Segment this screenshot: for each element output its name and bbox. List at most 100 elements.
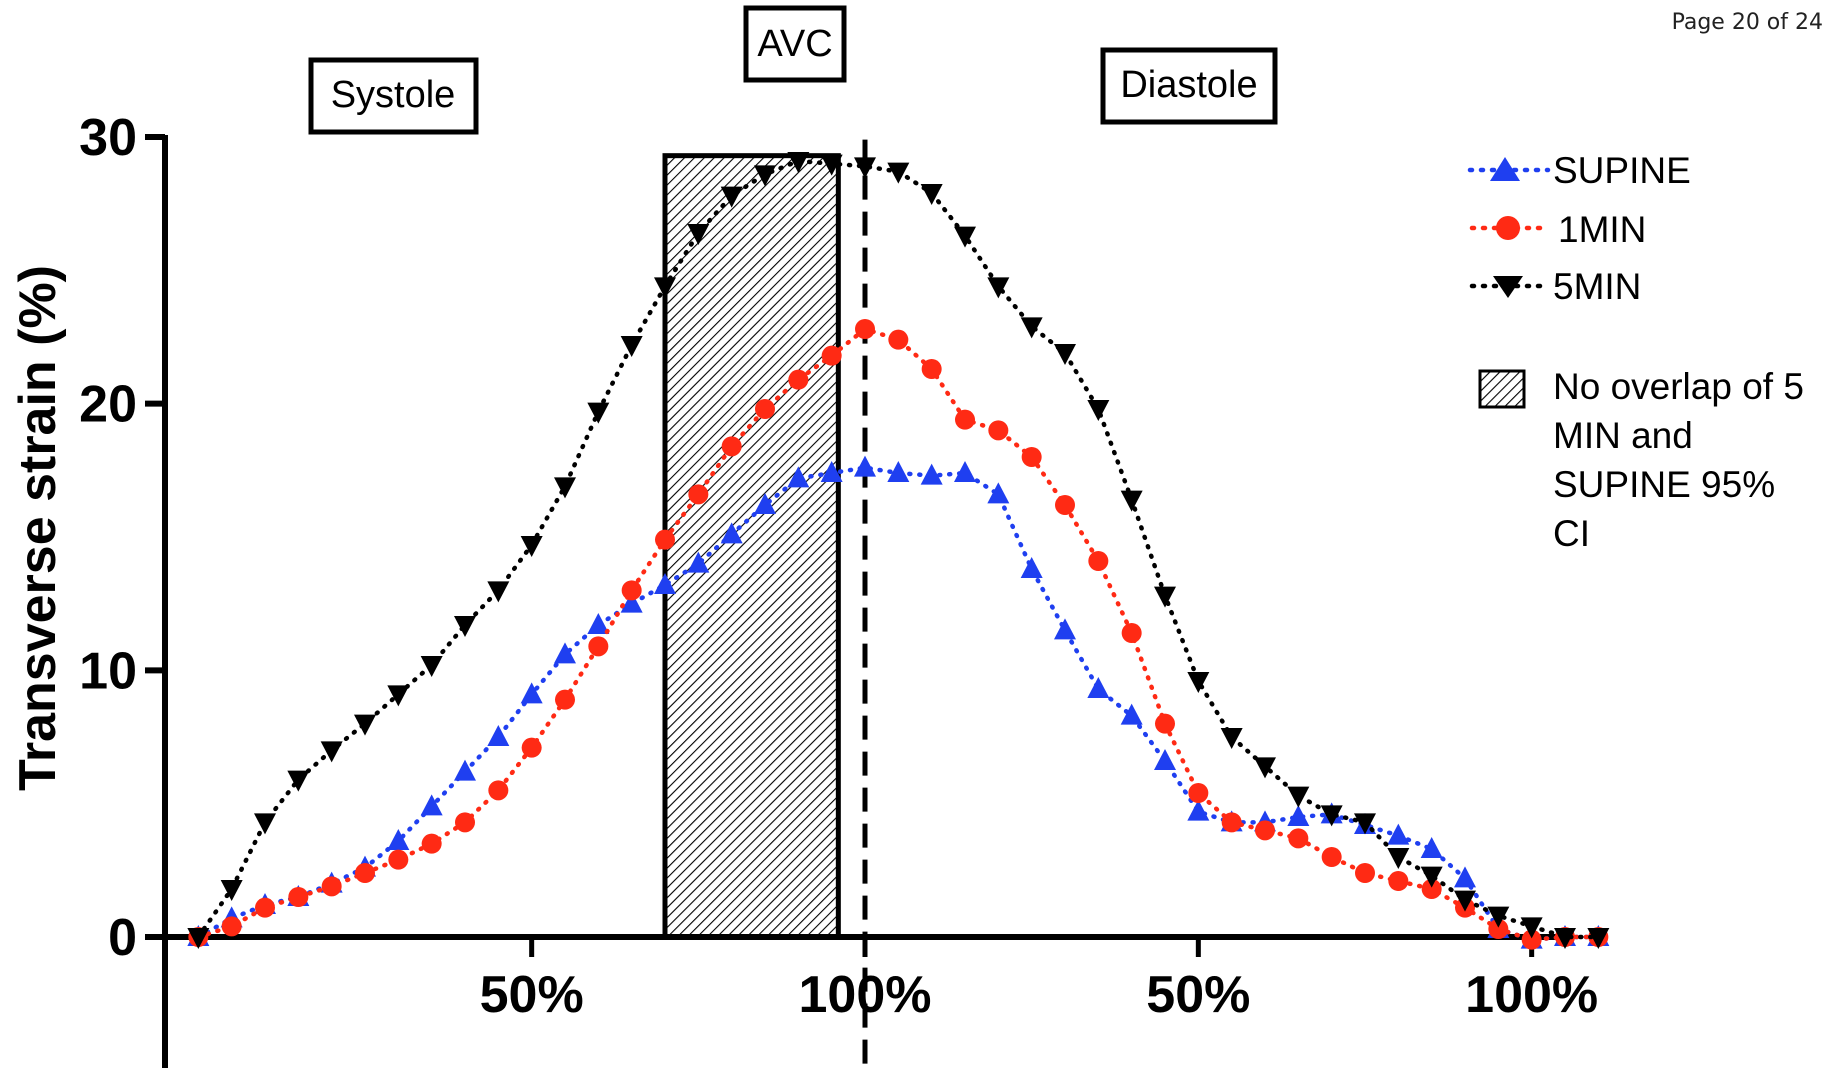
triangle-down-icon [1493,276,1523,298]
data-point-5min [720,186,743,208]
series-line-5min [196,158,1601,940]
data-point-1min [1188,783,1209,803]
legend-item-1min: 1MIN [1469,209,1646,250]
data-point-supine [587,613,610,634]
data-point-1min [1355,863,1375,883]
data-point-5min [854,157,876,179]
legend-label-5min: 5MIN [1553,266,1641,307]
systole-label-box: Systole [308,57,479,135]
no-overlap-region [662,153,841,940]
legend-label-1min: 1MIN [1558,209,1646,250]
data-point-5min [954,226,976,248]
data-point-supine [720,522,743,544]
data-point-1min [255,897,275,918]
data-point-5min [1287,786,1310,808]
data-point-supine [854,455,876,477]
data-point-1min [588,636,609,657]
circle-icon [1496,216,1520,240]
data-point-supine [387,829,410,850]
hatch-swatch-icon [1478,369,1526,409]
data-point-5min [920,184,943,205]
data-point-supine [454,759,476,781]
data-point-1min [788,369,809,390]
data-point-1min [621,580,642,601]
data-point-1min [821,345,842,366]
data-point-5min [1554,928,1576,949]
data-point-supine [1387,823,1410,845]
data-point-1min [921,359,942,379]
data-point-1min [1021,447,1042,467]
y-axis-title: Transverse strain (%) [9,265,67,791]
data-point-5min [1420,866,1443,888]
data-point-supine [820,461,843,482]
data-point-5min [254,813,276,835]
data-point-supine [1454,866,1476,888]
data-point-1min [755,399,775,419]
data-point-1min [488,780,509,801]
diastole-label-box: Diastole [1100,47,1278,125]
data-point-1min [1321,847,1342,867]
data-point-supine [620,591,643,613]
data-point-1min [455,812,475,833]
data-point-supine [654,573,676,594]
data-point-5min [320,741,343,763]
data-point-5min [820,154,843,176]
data-point-5min [454,616,476,637]
data-point-5min [620,336,643,357]
avc-label-box: AVC [743,5,847,83]
data-point-5min [687,224,710,245]
data-point-supine [487,725,510,746]
data-point-supine [987,482,1010,504]
data-point-5min [1454,890,1476,912]
series-line-supine [196,465,1601,942]
data-point-1min [1521,929,1542,950]
data-point-5min [220,880,243,901]
data-point-1min [1088,551,1109,571]
systole-label: Systole [331,74,456,116]
x-tick-label: 50% [1146,966,1250,1024]
data-point-5min [1320,805,1343,827]
data-point-1min [421,833,442,854]
data-point-5min [1254,757,1276,779]
data-point-supine [954,461,976,482]
data-point-5min [420,656,443,677]
data-point-5min [354,714,376,736]
data-point-supine [420,794,443,816]
data-point-5min [754,165,776,187]
data-point-supine [887,461,910,482]
data-point-1min [1221,812,1242,833]
data-point-1min [388,849,409,870]
data-point-5min [1487,906,1510,928]
data-point-5min [887,162,910,184]
data-point-5min [1587,928,1610,949]
data-point-supine [920,463,943,485]
data-point-1min [1121,623,1142,643]
data-point-1min [1255,820,1275,841]
data-point-supine [1420,837,1443,858]
data-point-5min [554,477,576,499]
data-point-1min [855,319,875,339]
data-point-1min [321,876,342,897]
data-point-1min [655,529,675,550]
legend-label-hatch: No overlap of 5 MIN and SUPINE 95% CI [1553,366,1814,554]
data-point-supine [1020,557,1043,578]
data-point-supine [1287,805,1310,826]
data-point-1min [288,887,309,907]
y-tick-label: 30 [79,109,137,167]
data-point-supine [1154,749,1176,770]
data-point-1min [1388,871,1409,891]
data-point-1min [721,436,742,457]
data-point-5min [1154,586,1176,608]
data-point-1min [1155,713,1175,734]
data-point-1min [955,409,975,430]
data-point-5min [587,402,610,424]
y-tick-label: 0 [108,909,137,967]
data-point-1min [221,916,242,937]
data-point-1min [1488,919,1509,939]
data-point-1min [1421,879,1442,899]
page-number: Page 20 of 24 [1671,10,1823,35]
data-point-5min [487,581,510,603]
data-point-supine [687,551,710,573]
data-point-5min [1187,672,1210,693]
